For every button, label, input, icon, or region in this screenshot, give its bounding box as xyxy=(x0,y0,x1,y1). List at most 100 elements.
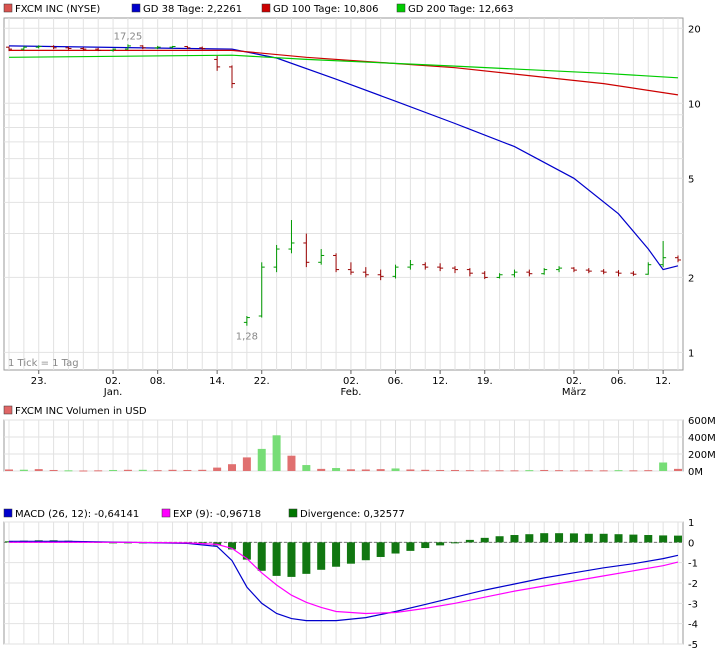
volume-bar xyxy=(421,469,430,471)
divergence-bar xyxy=(555,533,564,543)
volume-bar xyxy=(138,469,147,471)
volume-bar xyxy=(228,464,236,471)
volume-bar xyxy=(272,435,281,471)
volume-bar xyxy=(287,455,296,471)
volume-bar xyxy=(584,470,593,472)
x-tick-label: 02. xyxy=(343,376,359,387)
divergence-bar xyxy=(614,534,623,543)
macd-line-1 xyxy=(9,541,679,615)
volume-bar xyxy=(674,468,682,471)
volume-bar xyxy=(555,470,564,472)
divergence-bar xyxy=(242,542,251,560)
volume-bar xyxy=(94,470,103,472)
volume-legend-label: FXCM INC Volumen in USD xyxy=(15,406,147,417)
divergence-bar xyxy=(599,533,608,543)
x-tick-label: 06. xyxy=(611,376,627,387)
price-legend-label: GD 200 Tage: 12,663 xyxy=(408,4,514,15)
volume-bar xyxy=(332,468,341,471)
volume-bar xyxy=(540,469,549,471)
volume-y-tick-label: 400M xyxy=(688,433,716,444)
volume-bar xyxy=(79,470,88,472)
divergence-bar xyxy=(465,539,474,543)
volume-bar xyxy=(406,469,415,471)
divergence-bar xyxy=(629,534,638,543)
volume-bar xyxy=(257,448,266,471)
max-price-label: 17,25 xyxy=(114,31,143,42)
x-month-label: Jan. xyxy=(103,387,123,398)
volume-bar xyxy=(123,469,132,471)
volume-bar xyxy=(242,457,251,471)
price-legend-label: FXCM INC (NYSE) xyxy=(15,4,100,15)
x-month-label: März xyxy=(562,387,586,398)
volume-bar xyxy=(346,469,355,471)
volume-bar xyxy=(629,470,638,472)
price-legend-swatch xyxy=(396,3,406,13)
min-price-label: 1,28 xyxy=(236,332,258,343)
divergence-bar xyxy=(228,542,236,550)
divergence-bar xyxy=(391,542,400,554)
volume-legend-swatch xyxy=(3,405,13,415)
divergence-bar xyxy=(674,535,682,543)
macd-y-tick-label: -1 xyxy=(688,559,698,570)
volume-bar xyxy=(49,469,58,471)
volume-bar xyxy=(451,469,459,471)
price-legend-swatch xyxy=(261,3,271,13)
x-tick-label: 23. xyxy=(31,376,47,387)
x-tick-label: 02. xyxy=(105,376,121,387)
volume-bar xyxy=(5,469,13,471)
price-legend-swatch xyxy=(131,3,141,13)
price-legend-swatch xyxy=(3,3,13,13)
divergence-bar xyxy=(495,536,504,543)
macd-y-tick-label: -4 xyxy=(688,620,698,631)
price-y-tick-label: 1 xyxy=(688,348,694,359)
volume-bar xyxy=(376,469,385,471)
volume-bar xyxy=(614,470,623,472)
divergence-bar xyxy=(659,535,668,543)
macd-legend-swatch xyxy=(3,508,13,518)
divergence-bar xyxy=(421,542,430,549)
divergence-bar xyxy=(272,542,281,576)
x-tick-label: 19. xyxy=(477,376,493,387)
divergence-bar xyxy=(302,542,311,574)
volume-bar xyxy=(213,467,222,471)
price-legend-label: GD 100 Tage: 10,806 xyxy=(273,4,379,15)
divergence-bar xyxy=(525,534,534,543)
x-tick-label: 12. xyxy=(655,376,671,387)
volume-bar xyxy=(19,469,28,471)
x-tick-label: 02. xyxy=(566,376,582,387)
divergence-bar xyxy=(644,535,653,543)
macd-legend-label: EXP (9): -0,96718 xyxy=(173,509,261,520)
price-y-tick-label: 10 xyxy=(688,99,701,110)
divergence-bar xyxy=(257,542,266,571)
volume-bar xyxy=(599,470,608,472)
divergence-bar xyxy=(406,542,415,551)
volume-bar xyxy=(168,469,177,471)
x-tick-label: 06. xyxy=(388,376,404,387)
divergence-bar xyxy=(198,542,207,544)
macd-legend-label: Divergence: 0,32577 xyxy=(300,509,405,520)
x-tick-label: 22. xyxy=(254,376,270,387)
volume-bar xyxy=(317,468,326,471)
divergence-bar xyxy=(451,542,459,544)
volume-bar xyxy=(183,469,192,471)
divergence-bar xyxy=(569,533,578,543)
volume-bar xyxy=(465,470,474,472)
volume-bar xyxy=(153,470,162,472)
volume-y-tick-label: 0M xyxy=(688,467,703,478)
divergence-bar xyxy=(346,542,355,564)
price-panel-frame xyxy=(3,17,684,371)
tick-note: 1 Tick = 1 Tag xyxy=(8,358,79,369)
volume-y-tick-label: 600M xyxy=(688,416,716,427)
divergence-bar xyxy=(480,537,489,543)
volume-bar xyxy=(198,469,207,471)
volume-bar xyxy=(644,470,653,472)
ma-line-0 xyxy=(8,45,679,271)
x-month-label: Feb. xyxy=(340,387,361,398)
price-y-tick-label: 5 xyxy=(688,174,694,185)
x-tick-label: 12. xyxy=(432,376,448,387)
volume-bar xyxy=(64,470,73,472)
divergence-bar xyxy=(376,542,385,557)
volume-bar xyxy=(569,470,578,472)
price-y-tick-label: 20 xyxy=(688,24,701,35)
